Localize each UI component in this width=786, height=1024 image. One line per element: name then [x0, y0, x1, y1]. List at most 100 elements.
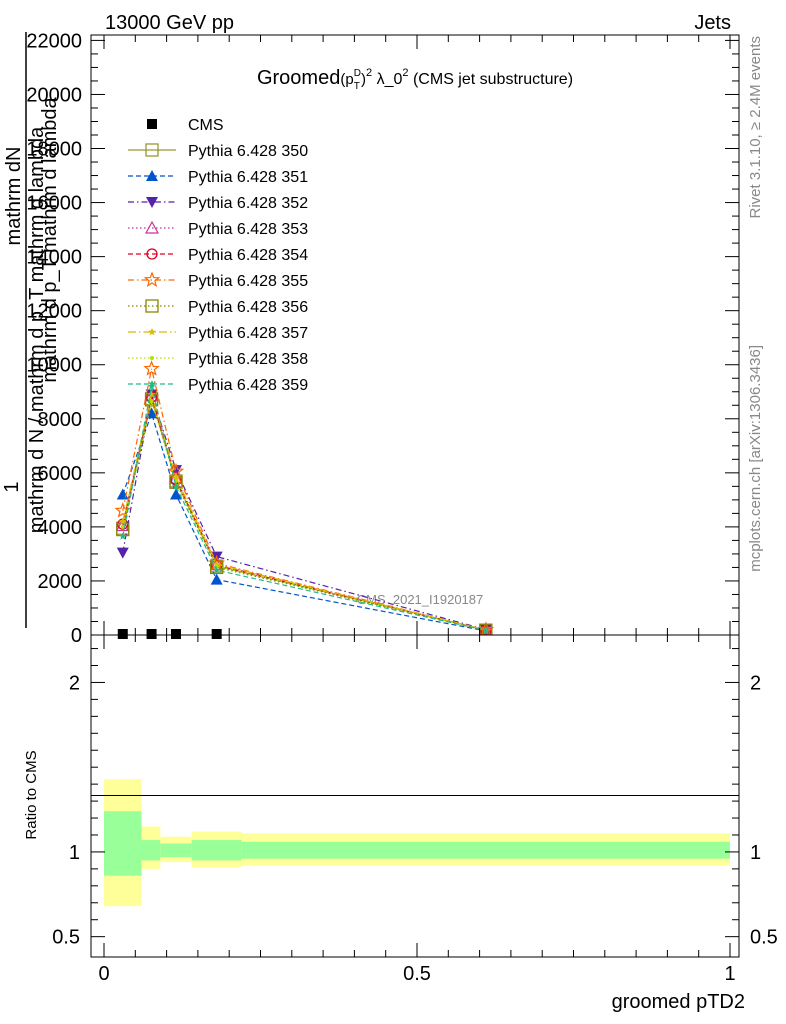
- y-tick-label-6: 12000: [26, 301, 82, 323]
- series-1-point-3: [210, 573, 223, 585]
- legend-item-cms: CMS: [147, 117, 224, 134]
- series-9-point-0: [119, 532, 127, 540]
- legend-label-6: Pythia 6.428 356: [188, 299, 308, 316]
- ratio-tick-label-left-0: 0.5: [52, 927, 80, 949]
- title-paren-close: ): [361, 71, 366, 88]
- y-tick-label-1: 2000: [38, 571, 83, 593]
- legend-item-6: Pythia 6.428 356: [128, 299, 308, 316]
- chart-title: Groomed(pTD)2 λ_02 (CMS jet substructure…: [257, 67, 573, 92]
- y-tick-label-11: 22000: [26, 30, 82, 52]
- legend-item-3: Pythia 6.428 353: [128, 220, 308, 238]
- legend-item-7: Pythia 6.428 357: [128, 325, 308, 342]
- main-ylabel: mathrm dN 1 mathrm d N / mathrm d p_T ma…: [1, 32, 61, 628]
- x-tick-label-2: 1: [724, 963, 735, 985]
- legend-marker-4: [146, 248, 158, 260]
- y-tick-label-4: 8000: [38, 409, 83, 431]
- cms-point-0: [117, 629, 128, 639]
- series-8-point-1: [149, 399, 154, 404]
- series-4-point-4: [480, 624, 492, 635]
- mcplots-label: mcplots.cern.ch [arXiv:1306.3436]: [747, 345, 764, 572]
- series-3-point-0: [115, 518, 130, 532]
- legend-label-4: Pythia 6.428 354: [188, 247, 308, 264]
- y-tick-label-7: 14000: [26, 247, 82, 269]
- series-2-point-0: [116, 547, 129, 559]
- ratio-inner-band-4: [241, 841, 730, 859]
- title-sup-2b: 2: [402, 67, 408, 79]
- ratio-inner-band-3: [191, 840, 242, 861]
- ratio-tick-label-right-2: 2: [750, 672, 761, 694]
- y-tick-label-2: 4000: [38, 517, 83, 539]
- cms-point-2: [170, 629, 181, 639]
- y-tick-label-0: 0: [71, 625, 82, 647]
- ratio-inner-band-0: [104, 811, 142, 876]
- y-tick-label-10: 20000: [26, 84, 82, 106]
- header-left: 13000 GeV pp: [105, 12, 234, 34]
- series-1-point-0: [116, 488, 129, 500]
- y-tick-label-3: 6000: [38, 463, 83, 485]
- ylabel-part-2: 1: [1, 481, 23, 492]
- main-series: [114, 360, 495, 635]
- legend-label-8: Pythia 6.428 358: [188, 351, 308, 368]
- series-9-point-3: [212, 566, 221, 574]
- legend-item-8: Pythia 6.428 358: [128, 351, 308, 368]
- series-line-9: [122, 386, 487, 631]
- x-axis-label: groomed pTD2: [612, 991, 745, 1013]
- legend-item-4: Pythia 6.428 354: [128, 247, 308, 264]
- series-line-2: [122, 394, 487, 631]
- y-tick-label-9: 18000: [26, 139, 82, 161]
- ratio-tick-label-right-1: 1: [750, 842, 761, 864]
- series-9-point-4: [482, 626, 490, 634]
- legend-item-5: Pythia 6.428 355: [128, 271, 308, 290]
- legend-item-1: Pythia 6.428 351: [128, 169, 308, 186]
- series-7-point-2: [172, 472, 180, 481]
- legend-marker-3: [144, 220, 160, 234]
- ratio-tick-label-right-0: 0.5: [750, 927, 778, 949]
- series-line-5: [122, 368, 487, 631]
- title-lambda: λ_0: [372, 71, 402, 88]
- y-tick-label-5: 10000: [26, 355, 82, 377]
- legend-item-2: Pythia 6.428 352: [128, 195, 308, 212]
- legend-item-9: Pythia 6.428 359: [128, 377, 308, 394]
- ratio-tick-label-left-2: 2: [69, 672, 80, 694]
- legend-label-3: Pythia 6.428 353: [188, 221, 308, 238]
- series-5-point-4: [477, 621, 495, 635]
- legend-marker-7: [148, 328, 156, 336]
- title-suffix: (CMS jet substructure): [409, 71, 573, 88]
- legend-marker-0: [145, 143, 159, 157]
- ylabel-part-3: mathrm d N / mathrm d p_T mathrm d lambd…: [26, 126, 48, 533]
- rivet-label: Rivet 3.1.10, ≥ 2.4M events: [747, 36, 764, 219]
- title-sup-2a: 2: [366, 67, 372, 79]
- legend-label-1: Pythia 6.428 351: [188, 169, 308, 186]
- legend-item-0: Pythia 6.428 350: [128, 143, 308, 160]
- ratio-ylabel: Ratio to CMS: [23, 750, 40, 839]
- legend-marker-2: [146, 197, 158, 208]
- ylabel-part-1: mathrm dN: [3, 147, 25, 246]
- series-9-point-2: [172, 482, 180, 490]
- ratio-inner-band-1: [141, 840, 161, 861]
- title-paren-open: (p: [340, 71, 353, 88]
- series-line-7: [122, 392, 487, 631]
- legend: CMS Pythia 6.428 350 Pythia 6.428 351 Pythi…: [128, 117, 308, 394]
- x-tick-label-1: 0.5: [403, 963, 431, 985]
- series-8-point-0: [120, 524, 125, 529]
- legend-marker-1: [146, 170, 158, 181]
- legend-label-2: Pythia 6.428 352: [188, 195, 308, 212]
- series-1-point-2: [169, 488, 182, 500]
- legend-label-9: Pythia 6.428 359: [188, 377, 308, 394]
- legend-label-cms: CMS: [188, 117, 224, 134]
- cms-points: [117, 629, 222, 639]
- legend-label-0: Pythia 6.428 350: [188, 143, 308, 160]
- cms-point-3: [211, 629, 222, 639]
- title-sub-t: T: [354, 81, 360, 92]
- legend-label-5: Pythia 6.428 355: [188, 273, 308, 290]
- cms-point-1: [146, 629, 157, 639]
- series-line-6: [122, 397, 487, 631]
- y-tick-label-8: 16000: [26, 193, 82, 215]
- axes: 0 2000 4000 6000 8000 10000 12000 14000 16000 180…: [26, 30, 777, 985]
- ylabel-part-4: mathrm d p_T mathrm d lambda: [39, 96, 61, 382]
- series-7-point-0: [119, 517, 127, 525]
- legend-marker-9: [148, 380, 156, 388]
- legend-marker-cms: [147, 119, 157, 129]
- ratio-bands: [104, 779, 730, 907]
